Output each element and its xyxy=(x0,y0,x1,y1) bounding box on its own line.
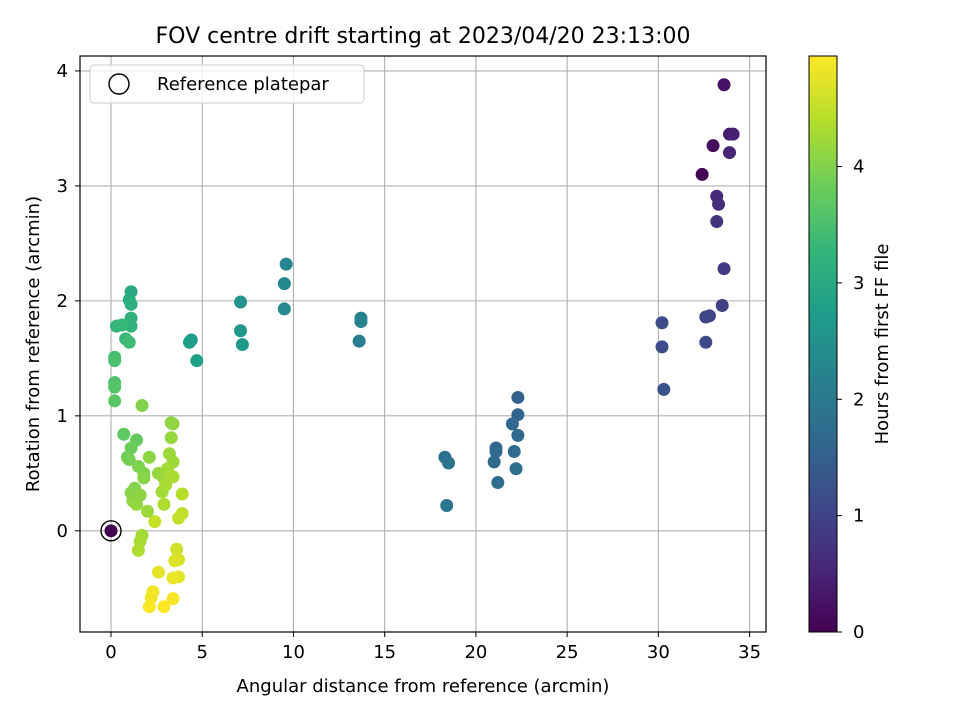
y-axis-label: Rotation from reference (arcmin) xyxy=(23,196,44,492)
x-tick-label: 20 xyxy=(464,642,487,663)
data-point xyxy=(507,444,521,458)
colorbar-tick-label: 1 xyxy=(853,506,864,527)
colorbar-tick-label: 2 xyxy=(853,389,864,410)
data-point xyxy=(133,488,147,502)
colorbar-ticks: 0 1 2 3 4 xyxy=(837,157,864,643)
data-point xyxy=(726,127,740,141)
legend-marker-reference xyxy=(108,73,130,95)
x-tick-label: 25 xyxy=(556,642,579,663)
data-point xyxy=(137,471,151,485)
data-point xyxy=(141,504,155,518)
data-point xyxy=(717,262,731,276)
data-point xyxy=(104,524,118,538)
data-point xyxy=(712,197,726,211)
x-tick-label: 30 xyxy=(647,642,670,663)
data-point xyxy=(234,295,248,309)
data-point xyxy=(505,417,519,431)
data-point xyxy=(352,334,366,348)
data-point xyxy=(655,340,669,354)
colorbar-tick-label: 3 xyxy=(853,273,864,294)
data-point xyxy=(279,257,293,271)
data-point xyxy=(166,592,180,606)
data-point xyxy=(166,470,180,484)
data-point xyxy=(511,390,525,404)
data-point xyxy=(706,139,720,153)
data-point xyxy=(108,380,122,394)
colorbar-tick-label: 0 xyxy=(853,622,864,643)
data-point xyxy=(717,78,731,92)
data-point xyxy=(277,277,291,291)
legend: Reference platepar xyxy=(89,64,365,104)
y-tick-label: 0 xyxy=(57,521,68,542)
data-point xyxy=(124,297,138,311)
colorbar-gradient xyxy=(808,55,838,633)
data-point xyxy=(142,600,156,614)
data-point xyxy=(172,511,186,525)
data-point xyxy=(491,476,505,490)
data-point xyxy=(131,543,145,557)
data-point xyxy=(175,487,189,501)
data-point xyxy=(715,298,729,312)
data-point xyxy=(655,316,669,330)
reference-platepar-marker xyxy=(100,520,122,542)
data-point xyxy=(182,335,196,349)
x-tick-label: 5 xyxy=(197,642,208,663)
data-point xyxy=(235,338,249,352)
data-point xyxy=(695,167,709,181)
data-point xyxy=(277,302,291,316)
y-tick-label: 1 xyxy=(57,406,68,427)
data-point xyxy=(487,455,501,469)
grid-lines xyxy=(80,56,766,632)
y-tick-label: 2 xyxy=(57,291,68,312)
legend-entry-reference: Reference platepar xyxy=(157,74,329,95)
data-point xyxy=(354,311,368,325)
x-tick-label: 10 xyxy=(282,642,305,663)
chart-title: FOV centre drift starting at 2023/04/20 … xyxy=(156,24,691,49)
data-point xyxy=(509,462,523,476)
data-point xyxy=(168,554,182,568)
data-point xyxy=(442,456,456,470)
data-point xyxy=(166,571,180,585)
y-tick-label: 4 xyxy=(57,61,68,82)
x-axis-label: Angular distance from reference (arcmin) xyxy=(237,676,610,697)
data-point xyxy=(166,417,180,431)
data-point xyxy=(142,450,156,464)
data-point xyxy=(190,354,204,368)
data-point xyxy=(135,399,149,413)
data-point xyxy=(723,146,737,160)
x-tick-label: 15 xyxy=(373,642,396,663)
data-point xyxy=(115,318,129,332)
plot-frame xyxy=(79,55,767,633)
data-point xyxy=(108,354,122,368)
data-point xyxy=(164,431,178,445)
data-point xyxy=(657,382,671,396)
data-point xyxy=(440,499,454,513)
x-tick-label: 0 xyxy=(105,642,116,663)
data-point xyxy=(157,600,171,614)
colorbar-tick-label: 4 xyxy=(853,157,864,178)
data-point xyxy=(148,515,162,529)
colorbar: 0 1 2 3 4 Hours from first FF file xyxy=(808,55,893,643)
colorbar-label: Hours from first FF file xyxy=(872,244,893,445)
data-point xyxy=(122,335,136,349)
data-point xyxy=(699,310,713,324)
data-point xyxy=(108,394,122,408)
data-point xyxy=(511,428,525,442)
data-point xyxy=(117,427,131,441)
legend-box xyxy=(89,64,365,104)
data-points xyxy=(100,78,740,614)
data-point xyxy=(157,497,171,511)
data-point xyxy=(710,215,724,229)
data-point xyxy=(151,565,165,579)
data-point xyxy=(122,453,136,467)
data-point xyxy=(489,444,503,458)
y-tick-label: 3 xyxy=(57,176,68,197)
data-point xyxy=(234,324,248,338)
data-point xyxy=(699,335,713,349)
x-axis-ticks: 0 5 10 15 20 25 30 35 xyxy=(105,632,761,663)
y-axis-ticks: 0 1 2 3 4 xyxy=(57,61,80,542)
data-point xyxy=(170,542,184,556)
x-tick-label: 35 xyxy=(738,642,761,663)
